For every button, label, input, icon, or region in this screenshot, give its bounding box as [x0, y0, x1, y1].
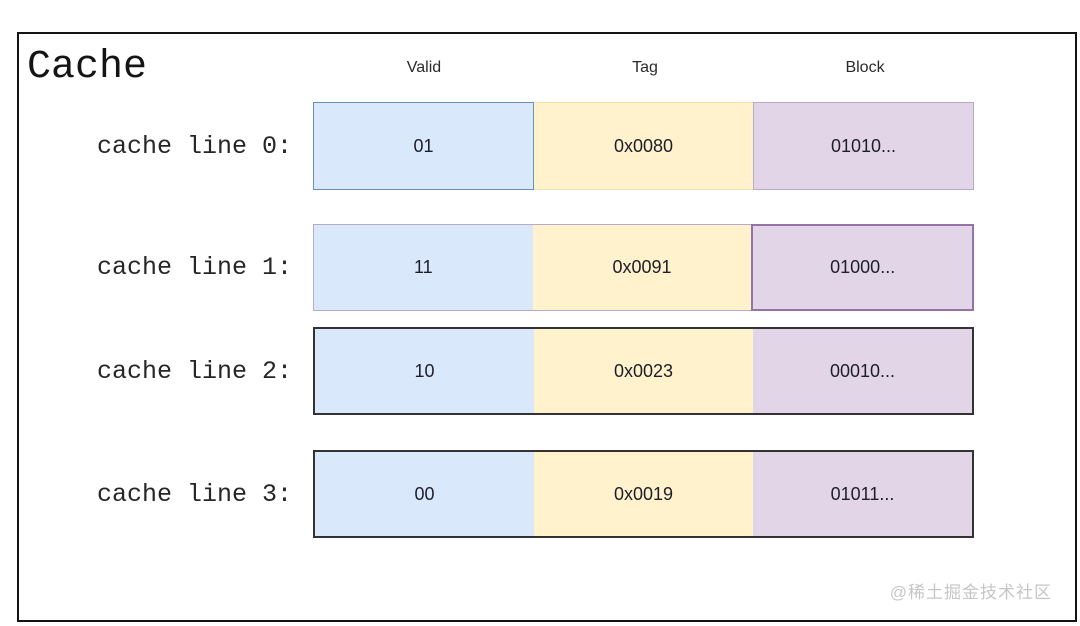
- tag-cell: 0x0080: [534, 102, 753, 190]
- block-cell: 01010...: [753, 102, 974, 190]
- tag-cell: 0x0091: [532, 224, 752, 311]
- cache-line-label-2: cache line 2:: [96, 356, 292, 386]
- valid-cell: 01: [313, 102, 534, 190]
- cache-line-label-1: cache line 1:: [96, 253, 292, 282]
- column-header-valid: Valid: [406, 59, 442, 76]
- tag-cell: 0x0023: [534, 329, 753, 413]
- cache-line-row-2: 10 0x0023 00010...: [313, 327, 974, 415]
- valid-cell: 11: [313, 224, 533, 311]
- column-header-block: Block: [845, 59, 885, 76]
- block-cell: 01000...: [751, 224, 975, 311]
- cache-line-label-3: cache line 3:: [96, 479, 292, 509]
- cache-line-row-1: 11 0x0091 01000...: [313, 224, 975, 311]
- diagram-title: Cache: [27, 45, 148, 90]
- block-cell: 00010...: [753, 329, 972, 413]
- column-header-tag: Tag: [632, 59, 658, 76]
- valid-cell: 10: [315, 329, 534, 413]
- cache-line-row-0: 01 0x0080 01010...: [313, 102, 974, 190]
- cache-line-row-3: 00 0x0019 01011...: [313, 450, 974, 538]
- cache-line-label-0: cache line 0:: [96, 131, 292, 161]
- block-cell: 01011...: [753, 452, 972, 536]
- valid-cell: 00: [315, 452, 534, 536]
- tag-cell: 0x0019: [534, 452, 753, 536]
- watermark: @稀土掘金技术社区: [889, 583, 1052, 602]
